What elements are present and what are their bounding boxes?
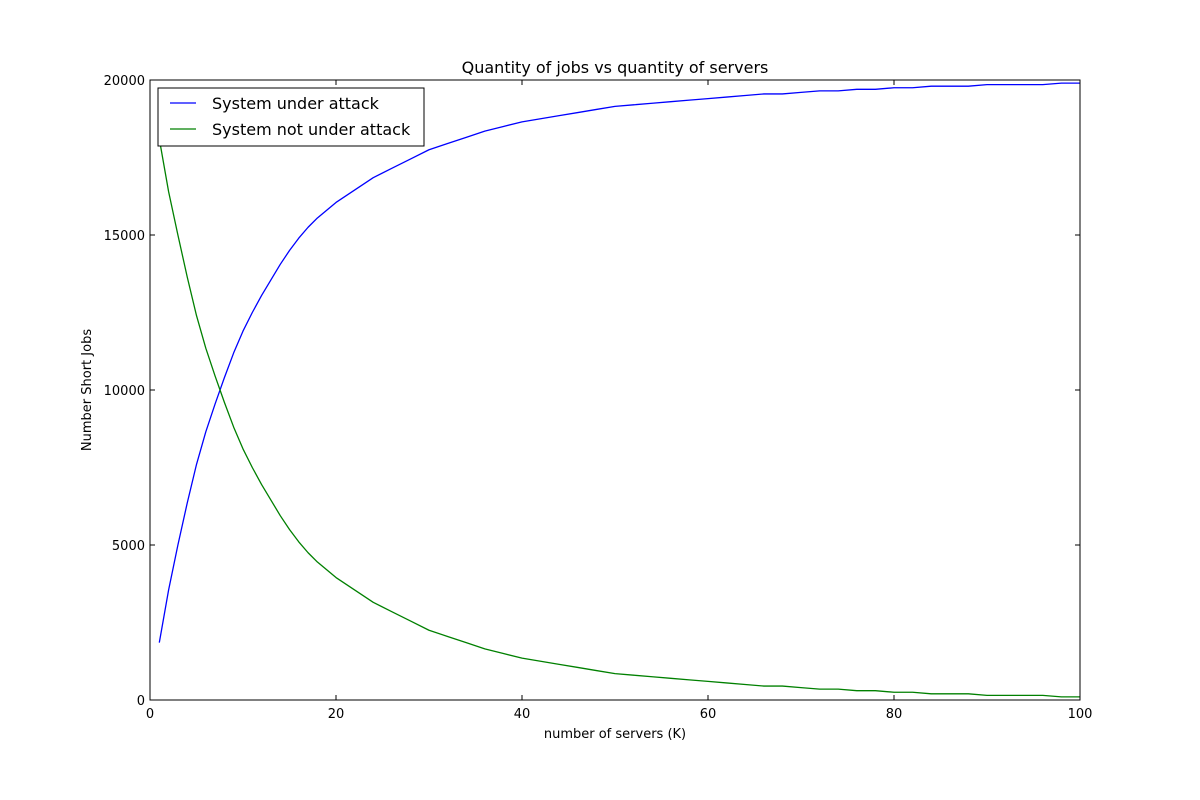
- x-tick-label: 20: [328, 707, 345, 722]
- chart-title: Quantity of jobs vs quantity of servers: [462, 58, 769, 77]
- series-layer: [158, 82, 1080, 698]
- x-tick-label: 40: [514, 707, 531, 722]
- x-axis-title: number of servers (K): [544, 727, 686, 742]
- axes-layer: 0 20 40 60 80 100 0 5000 10000 15000 20000: [104, 74, 1093, 722]
- legend: System under attack System not under atta…: [157, 87, 425, 147]
- legend-box: [157, 87, 425, 147]
- x-tick-label: 0: [146, 707, 154, 722]
- series-line-1: [158, 82, 1080, 643]
- legend-label-2: System not under attack: [212, 120, 411, 139]
- legend-label-1: System under attack: [212, 94, 380, 113]
- y-tick-label: 20000: [104, 74, 145, 89]
- x-tick-label: 80: [886, 707, 903, 722]
- x-tick-label: 60: [700, 707, 717, 722]
- y-axis-title: Number Short Jobs: [80, 329, 95, 451]
- y-tick-label: 5000: [112, 539, 145, 554]
- y-tick-label: 15000: [104, 229, 145, 244]
- y-tick-label: 10000: [104, 384, 145, 399]
- y-tick-label: 0: [137, 694, 145, 709]
- x-tick-label: 100: [1068, 707, 1093, 722]
- series-line-2: [158, 138, 1080, 698]
